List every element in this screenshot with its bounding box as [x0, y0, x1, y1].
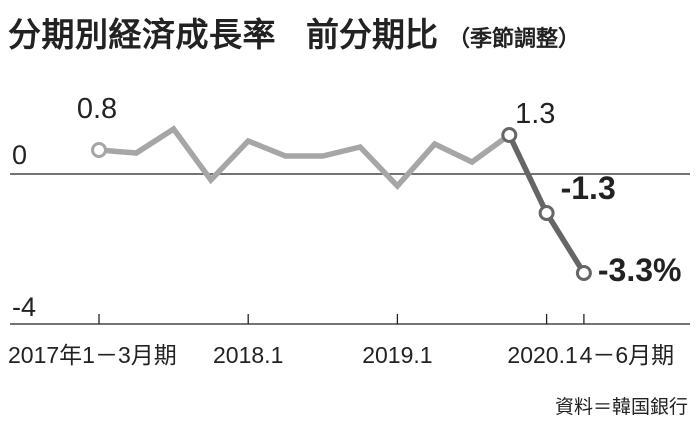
x-tick-label: 2017年1－3月期	[8, 342, 177, 368]
data-point-marker	[538, 205, 555, 221]
data-point-marker	[575, 265, 592, 281]
y-tick-label: 0	[12, 140, 27, 170]
x-tick-label: 2019.1	[362, 342, 432, 368]
title-subtitle: 前分期比	[306, 15, 438, 54]
title-main: 分期別経済成長率	[8, 15, 276, 54]
data-point-marker	[91, 142, 107, 158]
source-label: 資料＝韓国銀行	[554, 396, 688, 418]
x-tick-label: 4－6月期	[580, 342, 675, 368]
series-line-main	[98, 125, 511, 191]
title-note: （季節調整）	[448, 27, 581, 52]
data-label: -1.3	[561, 170, 616, 206]
data-label: -3.3%	[598, 252, 682, 288]
x-tick-label: 2018.1	[213, 342, 283, 368]
x-tick-label: 2020.1	[507, 342, 577, 368]
y-tick-label: -4	[12, 292, 36, 322]
data-point-marker	[501, 127, 518, 143]
data-label: 0.8	[77, 93, 117, 125]
data-label: 1.3	[515, 98, 555, 130]
chart-title: 分期別経済成長率 前分期比 （季節調整）	[8, 8, 580, 56]
